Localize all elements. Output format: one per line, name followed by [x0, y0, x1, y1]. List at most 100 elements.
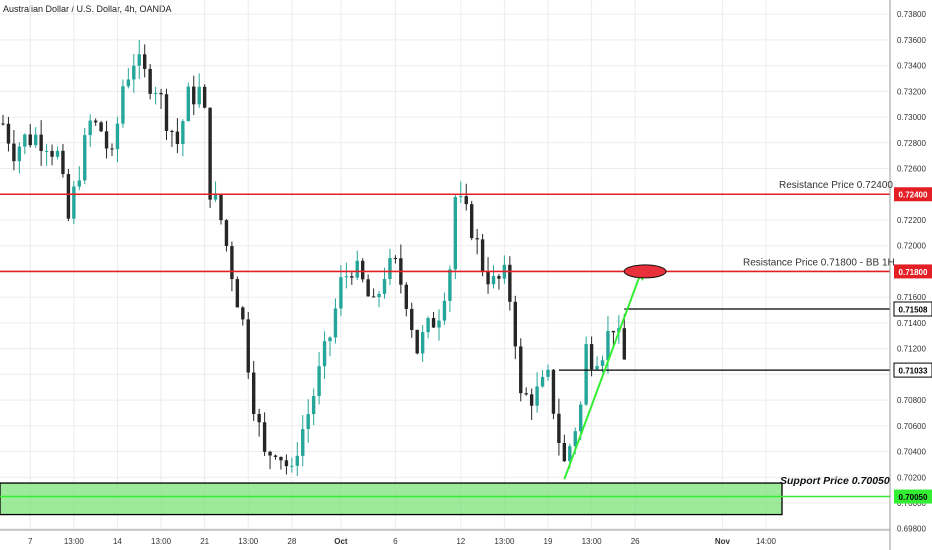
candle-body	[170, 131, 174, 133]
candle-body	[551, 369, 556, 414]
time-axis[interactable]: 7 13:00 14 13:00 21 13:00 28 Oct 6 12 13:00 19 13:00…	[0, 529, 890, 546]
y-tick-label: 0.72000	[897, 242, 926, 251]
candle-body	[219, 194, 223, 221]
candle-body	[431, 317, 436, 328]
resistance-price-badge: 0.72400	[899, 191, 928, 200]
candle-body	[143, 54, 147, 69]
candle-body	[23, 134, 27, 147]
resistance-label: Resistance Price 0.72400	[779, 180, 893, 191]
candle-body	[164, 94, 169, 132]
y-tick-label: 0.72800	[897, 139, 926, 148]
candle-body	[322, 341, 327, 367]
x-tick-label: 12	[456, 537, 465, 546]
y-tick-label: 0.70200	[897, 473, 926, 482]
candle-body	[437, 320, 441, 328]
candle-body	[28, 134, 32, 146]
candle-body	[252, 372, 256, 414]
candle-body	[480, 239, 485, 272]
candle-body	[159, 92, 163, 95]
candle-body	[295, 455, 299, 466]
candle-body	[513, 301, 517, 347]
candle-body	[622, 328, 626, 360]
candle-body	[557, 413, 561, 444]
candle-body	[34, 134, 38, 146]
candle-body	[279, 456, 283, 461]
candle-body	[208, 107, 212, 200]
candle-body	[61, 150, 65, 175]
x-tick-label: 28	[287, 537, 296, 546]
marker-price-badge: 0.71033	[899, 367, 928, 376]
candle-body	[595, 365, 599, 370]
y-tick-label: 0.73800	[897, 10, 926, 19]
candle-body	[535, 386, 539, 406]
candle-body	[344, 276, 349, 278]
x-tick-label: 21	[200, 537, 209, 546]
marker-price-badge-bg	[893, 301, 932, 317]
x-tick-label: Oct	[334, 537, 348, 546]
resistance-price-badge-bg	[894, 187, 932, 202]
candle-body	[519, 346, 523, 394]
candle-body	[224, 220, 229, 247]
y-tick-label: 0.69800	[897, 525, 926, 534]
candle-body	[426, 317, 430, 333]
candle-body	[475, 238, 479, 240]
y-tick-label: 0.72600	[897, 165, 926, 174]
chart-title: Australian Dollar / U.S. Dollar, 4h, OAN…	[3, 4, 172, 14]
candle-body	[137, 54, 141, 66]
candle-body	[562, 443, 567, 462]
y-tick-label: 0.73400	[897, 62, 926, 71]
candle-body	[529, 394, 534, 406]
x-tick-label: 14:00	[756, 537, 777, 546]
x-tick-label: 6	[393, 537, 398, 546]
y-tick-label: 0.71400	[897, 319, 926, 328]
trendline	[563, 273, 642, 480]
candle-body	[202, 86, 207, 108]
candle-body	[524, 393, 528, 395]
candle-body	[44, 150, 49, 152]
candle-body	[393, 257, 398, 259]
candle-body	[415, 329, 419, 354]
price-axis[interactable]: 0.73800 0.73600 0.73400 0.73200 0.73000 0.728…	[889, 0, 932, 550]
support-price-badge: 0.70050	[899, 493, 928, 502]
candle-body	[486, 271, 490, 285]
candle-body	[181, 121, 185, 145]
y-tick-label: 0.73600	[897, 36, 926, 45]
candle-body	[497, 276, 501, 279]
candle-body	[377, 293, 381, 298]
candle-body	[115, 123, 120, 150]
resistance-price-badge-bg	[894, 264, 932, 279]
support-price-badge-bg	[894, 489, 932, 504]
candle-body	[88, 120, 92, 136]
candle-body	[50, 150, 54, 157]
x-tick-label: 13:00	[64, 537, 85, 546]
candle-body	[491, 276, 496, 285]
candle-body	[453, 197, 458, 270]
annotation-labels-layer: Resistance Price 0.72400 Resistance Price…	[743, 180, 895, 487]
candle-body	[410, 308, 414, 330]
candle-body	[132, 65, 136, 80]
candle-body	[235, 279, 240, 308]
candle-body	[12, 143, 16, 162]
candle-body	[464, 196, 468, 205]
candle-body	[83, 135, 87, 181]
candle-body	[104, 131, 109, 149]
candle-body	[361, 260, 365, 280]
candle-body	[192, 86, 196, 105]
candle-body	[6, 123, 11, 144]
candle-body	[246, 319, 250, 373]
candle-body	[213, 194, 218, 200]
support-zone	[0, 482, 890, 516]
candle-body	[546, 369, 550, 377]
candle-body	[148, 68, 152, 94]
candle-body	[317, 366, 321, 397]
candle-body	[121, 86, 125, 124]
candle-body	[284, 460, 289, 467]
x-tick-label: 13:00	[238, 537, 259, 546]
candle-body	[333, 308, 338, 338]
candle-body	[589, 344, 594, 370]
support-zone-rect	[0, 482, 783, 516]
candle-body	[39, 134, 43, 152]
y-tick-label: 0.71200	[897, 345, 926, 354]
candle-body	[371, 296, 376, 298]
